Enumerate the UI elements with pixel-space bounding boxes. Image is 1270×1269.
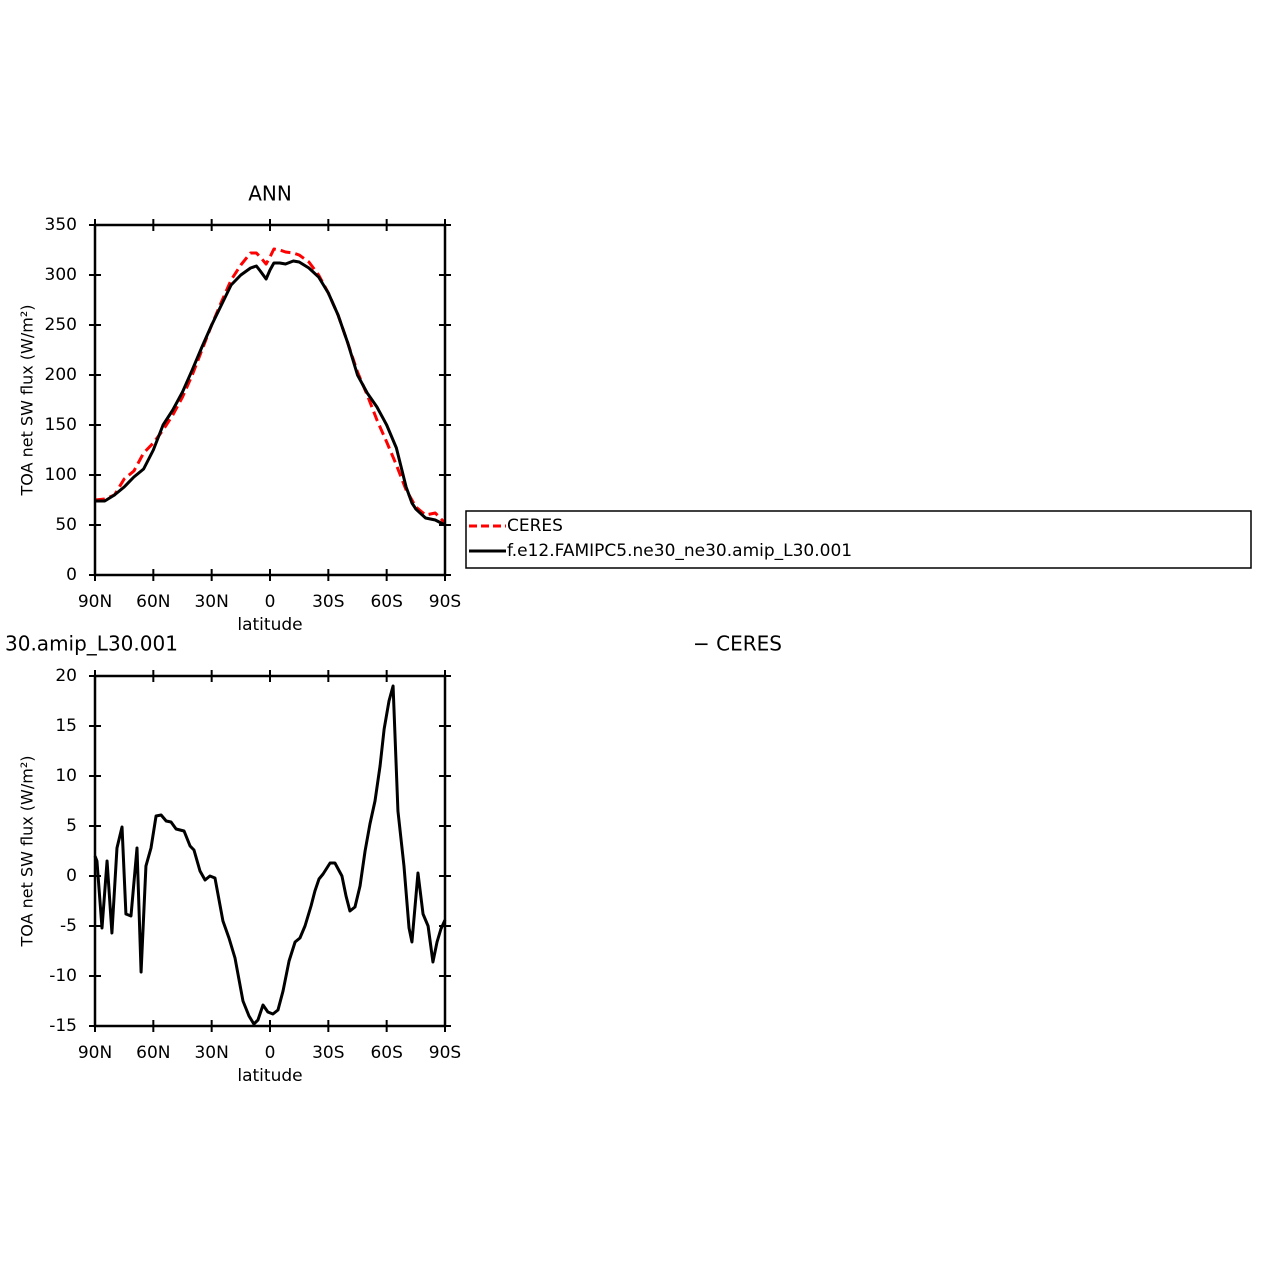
x-tick-label: 30S <box>312 592 344 612</box>
y-axis-label: TOA net SW flux (W/m²) <box>18 305 37 497</box>
y-tick-label: -10 <box>49 966 77 986</box>
plot-frame <box>93 223 447 577</box>
x-axis-label: latitude <box>237 615 302 635</box>
x-tick-label: 90N <box>78 1043 112 1063</box>
data-line <box>95 259 446 527</box>
chart-title-right: − CERES <box>693 632 782 656</box>
legend-box <box>465 510 1252 569</box>
x-tick-label: 90S <box>429 1043 461 1063</box>
y-tick-label: 0 <box>66 866 77 886</box>
y-tick-label: 10 <box>55 766 77 786</box>
y-tick-label: 300 <box>45 265 77 285</box>
y-tick-label: 50 <box>55 515 77 535</box>
legend-label: CERES <box>507 516 563 536</box>
y-tick-label: 150 <box>45 415 77 435</box>
legend-label: f.e12.FAMIPC5.ne30_ne30.amip_L30.001 <box>507 541 852 561</box>
data-line <box>94 247 447 525</box>
x-tick-label: 60S <box>370 1043 402 1063</box>
y-tick-label: -5 <box>60 916 77 936</box>
y-tick-label: 0 <box>66 565 77 585</box>
y-tick-label: 100 <box>45 465 77 485</box>
y-tick-label: 350 <box>45 215 77 235</box>
y-tick-label: 200 <box>45 365 77 385</box>
chart-title: 30.amip_L30.001 <box>5 632 178 656</box>
plot-frame <box>93 674 447 1028</box>
x-tick-label: 60S <box>370 592 402 612</box>
x-tick-label: 60N <box>136 1043 170 1063</box>
x-tick-label: 30N <box>194 1043 228 1063</box>
y-axis-label: TOA net SW flux (W/m²) <box>18 756 37 948</box>
x-tick-label: 0 <box>265 592 276 612</box>
x-tick-label: 0 <box>265 1043 276 1063</box>
x-tick-label: 60N <box>136 592 170 612</box>
y-tick-label: 15 <box>55 716 77 736</box>
chart-title: ANN <box>248 182 292 206</box>
y-tick-label: 20 <box>55 666 77 686</box>
x-tick-label: 90S <box>429 592 461 612</box>
data-line <box>93 684 447 1026</box>
y-tick-label: 250 <box>45 315 77 335</box>
x-tick-label: 30S <box>312 1043 344 1063</box>
y-tick-label: -15 <box>49 1016 77 1036</box>
y-tick-label: 5 <box>66 816 77 836</box>
x-axis-label: latitude <box>237 1066 302 1086</box>
x-tick-label: 30N <box>194 592 228 612</box>
x-tick-label: 90N <box>78 592 112 612</box>
